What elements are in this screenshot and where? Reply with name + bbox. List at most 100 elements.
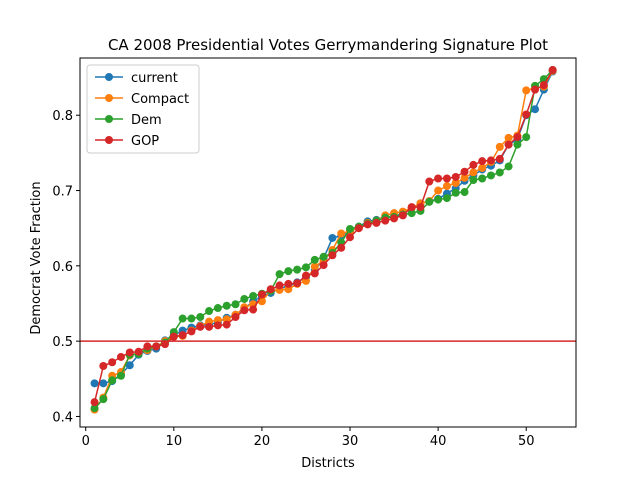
- series-gop: [90, 66, 557, 407]
- data-point-compact: [434, 186, 443, 195]
- legend-item-dem: Dem: [95, 113, 162, 128]
- y-tick-label: 0.8: [52, 109, 73, 124]
- data-point-gop: [310, 269, 319, 278]
- data-point-current: [125, 361, 134, 370]
- data-point-gop: [257, 290, 266, 299]
- data-point-gop: [381, 216, 390, 225]
- data-point-compact: [460, 173, 469, 182]
- chart-title: CA 2008 Presidential Votes Gerrymanderin…: [108, 36, 548, 54]
- data-point-gop: [108, 358, 117, 367]
- data-point-gop: [504, 140, 513, 149]
- data-point-dem: [319, 252, 328, 261]
- data-point-dem: [187, 314, 196, 323]
- data-point-dem: [486, 171, 495, 180]
- data-point-gop: [152, 342, 161, 351]
- data-point-dem: [504, 162, 513, 171]
- data-point-dem: [116, 371, 125, 380]
- data-point-dem: [249, 291, 258, 300]
- data-point-dem: [213, 304, 222, 313]
- legend-swatch-marker: [105, 73, 113, 81]
- data-point-dem: [310, 255, 319, 264]
- x-tick-label: 20: [254, 434, 271, 449]
- data-point-gop: [522, 110, 531, 119]
- plot-area: [80, 66, 576, 414]
- legend-swatch-marker: [105, 136, 113, 144]
- data-point-dem: [513, 140, 522, 149]
- data-point-gop: [531, 85, 540, 94]
- data-point-gop: [442, 174, 451, 183]
- data-point-gop: [460, 167, 469, 176]
- data-point-gop: [301, 271, 310, 280]
- data-point-gop: [548, 66, 557, 75]
- data-point-gop: [205, 322, 214, 331]
- data-point-gop: [495, 154, 504, 163]
- data-point-dem: [469, 175, 478, 184]
- data-point-gop: [407, 203, 416, 212]
- data-point-compact: [442, 182, 451, 191]
- data-point-gop: [293, 279, 302, 288]
- legend-swatch-marker: [105, 115, 113, 123]
- data-point-dem: [108, 376, 117, 385]
- data-point-dem: [178, 314, 187, 323]
- data-point-gop: [169, 332, 178, 341]
- data-point-gop: [90, 398, 99, 407]
- legend-item-compact: Compact: [95, 92, 189, 107]
- x-tick-label: 30: [342, 434, 359, 449]
- legend-item-current: current: [95, 71, 178, 86]
- data-point-gop: [319, 261, 328, 270]
- data-point-gop: [266, 285, 275, 294]
- data-point-gop: [354, 224, 363, 233]
- data-point-gop: [346, 233, 355, 242]
- data-point-dem: [478, 174, 487, 183]
- data-point-gop: [196, 322, 205, 331]
- data-point-compact: [451, 179, 460, 188]
- data-point-gop: [425, 177, 434, 186]
- y-tick-label: 0.6: [52, 260, 73, 275]
- data-point-dem: [240, 294, 249, 303]
- data-point-gop: [398, 211, 407, 220]
- legend-label: Dem: [131, 113, 162, 128]
- data-point-gop: [134, 347, 143, 356]
- data-point-dem: [231, 300, 240, 309]
- data-point-gop: [478, 157, 487, 166]
- data-point-gop: [434, 174, 443, 183]
- data-point-dem: [495, 168, 504, 177]
- data-point-compact: [504, 133, 513, 142]
- data-point-gop: [539, 81, 548, 90]
- y-axis-label: Democrat Vote Fraction: [29, 181, 44, 334]
- legend-label: GOP: [131, 134, 159, 149]
- data-point-gop: [486, 156, 495, 165]
- data-point-gop: [249, 305, 258, 314]
- data-point-dem: [346, 224, 355, 233]
- x-tick-label: 50: [518, 434, 535, 449]
- data-point-dem: [284, 267, 293, 276]
- data-point-dem: [442, 194, 451, 203]
- data-point-current: [90, 379, 99, 388]
- data-point-gop: [469, 160, 478, 169]
- data-point-gop: [222, 320, 231, 329]
- data-point-dem: [99, 395, 108, 404]
- y-tick-label: 0.5: [52, 335, 73, 350]
- data-point-gop: [231, 313, 240, 322]
- data-point-compact: [495, 142, 504, 151]
- data-point-gop: [390, 214, 399, 223]
- data-point-gop: [240, 306, 249, 315]
- legend-label: current: [131, 71, 178, 86]
- data-point-current: [531, 105, 540, 114]
- legend-box: [86, 64, 200, 154]
- data-point-dem: [205, 307, 214, 316]
- x-axis-label: Districts: [301, 456, 355, 471]
- data-point-compact: [478, 163, 487, 172]
- x-tick-label: 40: [430, 434, 447, 449]
- legend-label: Compact: [131, 92, 189, 107]
- x-tick-label: 10: [166, 434, 183, 449]
- data-point-dem: [196, 313, 205, 322]
- data-point-current: [328, 233, 337, 242]
- data-point-dem: [425, 197, 434, 206]
- data-point-dem: [460, 188, 469, 197]
- data-point-dem: [451, 188, 460, 197]
- data-point-gop: [451, 172, 460, 181]
- data-point-gop: [284, 279, 293, 288]
- y-tick-label: 0.4: [52, 410, 73, 425]
- data-point-gop: [513, 133, 522, 142]
